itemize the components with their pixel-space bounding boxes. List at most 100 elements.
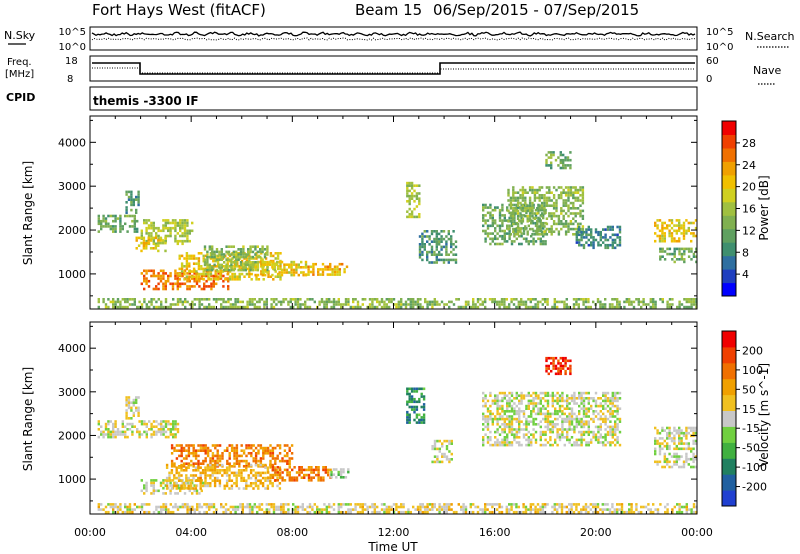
velocity-region-1 (125, 396, 140, 420)
power-ytick-label: 1000 (58, 268, 86, 281)
freq-tick-top: 18 (65, 56, 78, 67)
power-region-14 (545, 151, 572, 170)
power-colorbar-swatch (722, 201, 736, 216)
nsky-tick-bottom: 10^0 (59, 42, 86, 53)
beam-label: Beam 15 (355, 1, 422, 19)
power-colorbar-tick: 28 (742, 137, 756, 150)
power-region-8 (305, 262, 349, 276)
velocity-ytick-label: 2000 (58, 429, 86, 442)
power-colorbar-swatch (722, 282, 736, 297)
power-ytick-label: 2000 (58, 224, 86, 237)
power-colorbar-label: Power [dB] (757, 175, 771, 240)
power-region-6 (203, 245, 269, 272)
power-region-11 (418, 230, 458, 264)
velocity-colorbar-tick: -50 (742, 442, 760, 455)
power-colorbar-tick: 16 (742, 203, 756, 216)
power-region-3 (135, 236, 167, 253)
velocity-colorbar-swatch (722, 346, 736, 364)
velocity-region-4 (165, 463, 282, 490)
freq-label: Freq. (7, 57, 32, 68)
nave-tick-bottom: 0 (706, 74, 712, 85)
power-region-2 (140, 219, 194, 246)
velocity-colorbar-tick: 200 (742, 344, 763, 357)
freq-unit: [MHz] (5, 69, 34, 80)
freq-panel (89, 55, 698, 82)
date-range: 06/Sep/2015 - 07/Sep/2015 (433, 1, 639, 19)
velocity-colorbar-swatch (722, 474, 736, 491)
power-heatmap (97, 151, 698, 309)
power-colorbar-tick: 24 (742, 159, 756, 172)
velocity-colorbar-swatch (722, 394, 736, 411)
x-tick-label: 00:00 (681, 526, 713, 539)
power-region-15 (575, 225, 622, 250)
velocity-colorbar-tick: -200 (742, 481, 767, 494)
velocity-region-8 (406, 387, 426, 424)
velocity-colorbar-tick: -15 (742, 422, 760, 435)
velocity-region-6 (330, 468, 350, 479)
nsearch-trace (91, 37, 696, 41)
power-region-1 (125, 190, 140, 214)
velocity-colorbar-tick: -100 (742, 461, 767, 474)
station-title: Fort Hays West (fitACF) (92, 1, 266, 19)
power-colorbar-swatch (722, 242, 736, 257)
velocity-colorbar-tick: 15 (742, 403, 756, 416)
power-panel-frame (89, 115, 698, 310)
power-region-13 (507, 186, 585, 236)
power-colorbar-tick: 20 (742, 181, 756, 194)
power-region-7 (254, 260, 308, 277)
power-colorbar-swatch (722, 121, 736, 135)
power-region-9 (97, 298, 698, 309)
nave-label: Nave (753, 64, 781, 77)
velocity-colorbar-swatch (722, 458, 736, 475)
power-colorbar-swatch (722, 174, 736, 189)
power-colorbar-swatch (722, 134, 736, 149)
x-tick-label: 16:00 (479, 526, 511, 539)
velocity-ytick-label: 3000 (58, 386, 86, 399)
power-colorbar-swatch (722, 269, 736, 284)
velocity-colorbar-swatch (722, 362, 736, 380)
power-colorbar-tick: 8 (742, 246, 749, 259)
velocity-region-2 (170, 444, 294, 468)
power-colorbar-tick: 12 (742, 224, 756, 237)
velocity-colorbar-swatch (722, 378, 736, 396)
power-colorbar-swatch (722, 188, 736, 203)
velocity-region-5 (267, 466, 332, 482)
nsky-label: N.Sky (4, 29, 36, 42)
velocity-colorbar-swatch (722, 426, 736, 443)
velocity-region-10 (482, 391, 622, 447)
nsky-panel (89, 26, 698, 51)
velocity-region-7 (97, 503, 698, 514)
velocity-colorbar-tick: 50 (742, 383, 756, 396)
velocity-colorbar-swatch (722, 331, 736, 348)
velocity-axis: 1000 2000 3000 4000 (58, 322, 698, 514)
nsearch-label: N.Search (745, 30, 795, 43)
power-colorbar-swatch (722, 255, 736, 270)
nsky-tick-top: 10^5 (59, 27, 86, 38)
velocity-region-9 (431, 439, 453, 464)
velocity-colorbar-tick: 100 (742, 364, 763, 377)
power-region-10 (406, 181, 421, 219)
power-region-16 (654, 219, 698, 243)
x-tick-labels: 00:00 04:00 08:00 12:00 16:00 20:00 00:00 (74, 526, 713, 539)
power-ytick-label: 4000 (58, 136, 86, 149)
velocity-colorbar-swatch (722, 442, 736, 459)
power-axis: 1000 2000 3000 4000 (58, 116, 698, 309)
velocity-colorbar-swatch (722, 410, 736, 427)
velocity-colorbar-swatch (722, 490, 736, 507)
velocity-region-11 (545, 356, 572, 376)
power-colorbar-swatch (722, 147, 736, 162)
power-colorbar: 4 8 12 16 20 24 28 (721, 120, 756, 297)
x-tick-label: 00:00 (74, 526, 106, 539)
nave-tick-top: 60 (706, 56, 719, 67)
x-tick-label: 20:00 (580, 526, 612, 539)
velocity-region-0 (97, 420, 180, 439)
nsearch-tick-top: 10^5 (706, 27, 733, 38)
freq-trace (92, 62, 695, 75)
power-ylabel: Slant Range [km] (21, 161, 35, 265)
freq-tick-bottom: 8 (67, 74, 73, 85)
nsearch-tick-bottom: 10^0 (706, 42, 733, 53)
cpid-label: CPID (6, 91, 35, 104)
power-colorbar-swatch (722, 161, 736, 176)
power-colorbar-swatch (722, 215, 736, 230)
nave-trace (92, 67, 695, 74)
